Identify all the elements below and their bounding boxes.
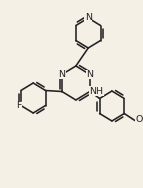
Text: NH: NH — [90, 86, 104, 96]
Text: N: N — [86, 70, 93, 79]
Text: N: N — [85, 14, 92, 23]
Text: O: O — [136, 115, 143, 124]
Text: N: N — [58, 70, 65, 79]
Text: F: F — [16, 101, 22, 110]
